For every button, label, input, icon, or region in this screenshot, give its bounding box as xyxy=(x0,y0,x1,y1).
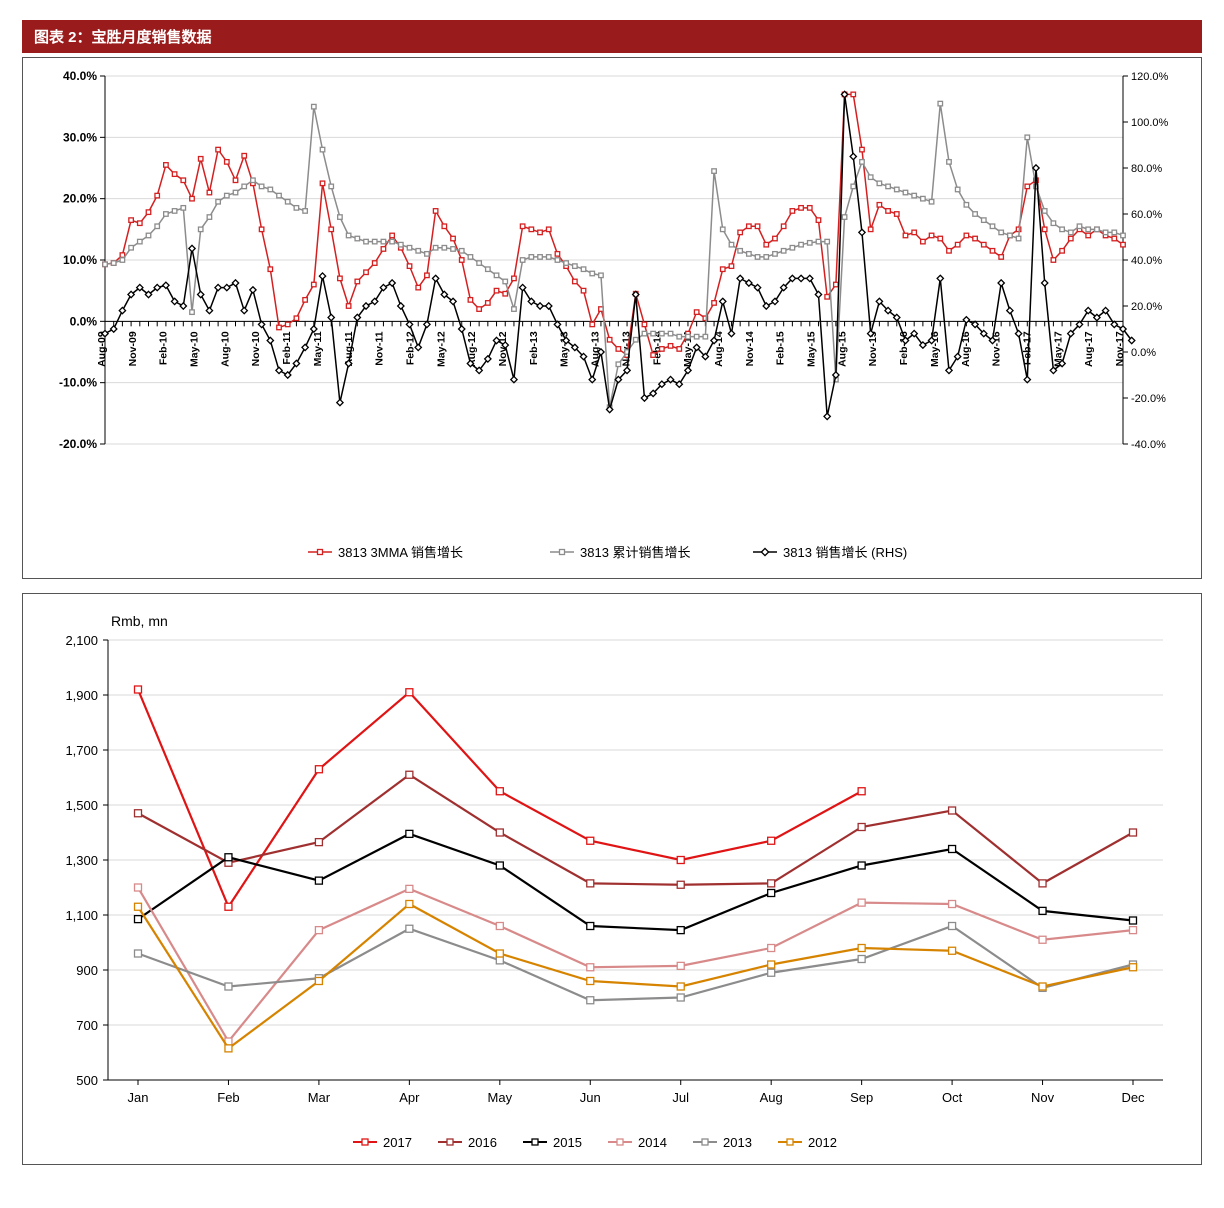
chart1-svg: -20.0% -10.0% 0.0% 10.0% 20.0% 30.0% 40.0% -40.… xyxy=(33,64,1183,574)
svg-text:900: 900 xyxy=(76,963,98,978)
svg-text:20.0%: 20.0% xyxy=(63,192,97,206)
svg-text:2014: 2014 xyxy=(638,1135,667,1150)
chart1-frame: -20.0% -10.0% 0.0% 10.0% 20.0% 30.0% 40.0% -40.… xyxy=(22,57,1202,579)
svg-text:May-10: May-10 xyxy=(189,331,201,367)
svg-text:Nov: Nov xyxy=(1031,1090,1055,1105)
svg-text:2015: 2015 xyxy=(553,1135,582,1150)
svg-text:2013: 2013 xyxy=(723,1135,752,1150)
svg-text:Aug-16: Aug-16 xyxy=(960,331,972,367)
svg-text:Apr: Apr xyxy=(399,1090,420,1105)
svg-text:40.0%: 40.0% xyxy=(1131,255,1162,267)
svg-text:2016: 2016 xyxy=(468,1135,497,1150)
svg-text:700: 700 xyxy=(76,1018,98,1033)
chart-title-text: 图表 2：宝胜月度销售数据 xyxy=(34,29,212,46)
svg-text:100.0%: 100.0% xyxy=(1131,117,1169,129)
chart-title-bar: 图表 2：宝胜月度销售数据 xyxy=(22,20,1202,53)
svg-text:2017: 2017 xyxy=(383,1135,412,1150)
svg-text:1,100: 1,100 xyxy=(65,908,98,923)
chart2-svg: Rmb, mn 500 700 900 1,100 1,300 1,500 1,700 1,90… xyxy=(33,600,1183,1160)
svg-text:1,700: 1,700 xyxy=(65,743,98,758)
svg-text:-40.0%: -40.0% xyxy=(1131,439,1166,451)
svg-text:May-11: May-11 xyxy=(312,331,324,366)
chart2-frame: Rmb, mn 500 700 900 1,100 1,300 1,500 1,700 1,90… xyxy=(22,593,1202,1165)
svg-text:3813 销售增长 (RHS): 3813 销售增长 (RHS) xyxy=(783,545,907,560)
svg-text:30.0%: 30.0% xyxy=(63,130,97,144)
svg-text:80.0%: 80.0% xyxy=(1131,163,1162,175)
svg-text:Aug-10: Aug-10 xyxy=(219,331,231,367)
svg-text:Feb: Feb xyxy=(217,1090,239,1105)
page-container: 图表 2：宝胜月度销售数据 -20.0% -10.0% 0.0% 10.0% 20.0%… xyxy=(22,20,1202,1165)
svg-text:Jul: Jul xyxy=(672,1090,689,1105)
svg-text:Oct: Oct xyxy=(942,1090,963,1105)
svg-text:Nov-15: Nov-15 xyxy=(867,331,879,366)
svg-text:Nov-10: Nov-10 xyxy=(250,331,262,366)
svg-text:120.0%: 120.0% xyxy=(1131,71,1169,83)
svg-text:Jan: Jan xyxy=(128,1090,149,1105)
svg-text:Feb-13: Feb-13 xyxy=(528,331,540,365)
svg-text:0.0%: 0.0% xyxy=(70,314,98,328)
svg-text:Nov-09: Nov-09 xyxy=(127,331,139,366)
svg-text:-10.0%: -10.0% xyxy=(59,376,97,390)
svg-text:May-15: May-15 xyxy=(806,331,818,367)
svg-text:Dec: Dec xyxy=(1121,1090,1145,1105)
svg-text:3813 3MMA 销售增长: 3813 3MMA 销售增长 xyxy=(338,545,463,560)
svg-text:2012: 2012 xyxy=(808,1135,837,1150)
svg-text:Rmb, mn: Rmb, mn xyxy=(111,613,168,629)
svg-text:Jun: Jun xyxy=(580,1090,601,1105)
svg-text:May: May xyxy=(488,1090,513,1105)
svg-text:3813 累计销售增长: 3813 累计销售增长 xyxy=(580,545,691,560)
svg-text:Feb-10: Feb-10 xyxy=(158,331,170,365)
svg-text:May-16: May-16 xyxy=(929,331,941,367)
svg-text:Nov-11: Nov-11 xyxy=(374,331,386,366)
svg-text:1,500: 1,500 xyxy=(65,798,98,813)
svg-text:40.0%: 40.0% xyxy=(63,69,97,83)
svg-text:20.0%: 20.0% xyxy=(1131,301,1162,313)
svg-text:2,100: 2,100 xyxy=(65,633,98,648)
svg-text:-20.0%: -20.0% xyxy=(1131,393,1166,405)
svg-text:Sep: Sep xyxy=(850,1090,873,1105)
svg-text:Feb-15: Feb-15 xyxy=(775,331,787,365)
svg-text:1,300: 1,300 xyxy=(65,853,98,868)
svg-text:Mar: Mar xyxy=(308,1090,331,1105)
svg-text:Aug-09: Aug-09 xyxy=(96,331,108,367)
svg-text:Aug-13: Aug-13 xyxy=(590,331,602,367)
svg-text:Aug: Aug xyxy=(760,1090,783,1105)
svg-text:1,900: 1,900 xyxy=(65,688,98,703)
svg-text:60.0%: 60.0% xyxy=(1131,209,1162,221)
svg-text:500: 500 xyxy=(76,1073,98,1088)
svg-text:-20.0%: -20.0% xyxy=(59,437,97,451)
svg-text:Aug-17: Aug-17 xyxy=(1083,331,1095,367)
svg-text:May-12: May-12 xyxy=(435,331,447,367)
svg-text:Feb-11: Feb-11 xyxy=(281,331,293,364)
svg-text:Nov-17: Nov-17 xyxy=(1114,331,1126,366)
svg-text:0.0%: 0.0% xyxy=(1131,347,1156,359)
svg-text:10.0%: 10.0% xyxy=(63,253,97,267)
svg-text:Nov-12: Nov-12 xyxy=(497,331,509,366)
svg-text:Nov-14: Nov-14 xyxy=(744,331,756,366)
